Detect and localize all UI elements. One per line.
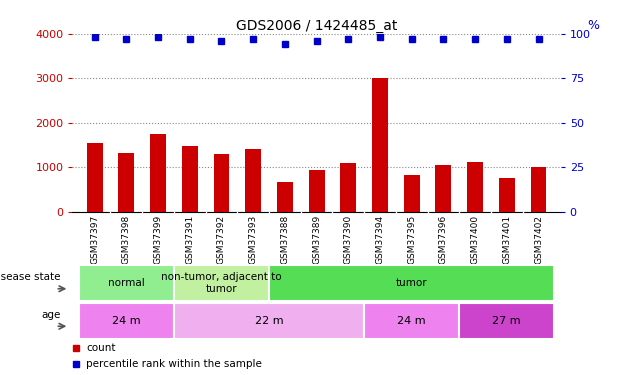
- Bar: [309, 170, 324, 212]
- Text: GSM37399: GSM37399: [154, 214, 163, 264]
- Text: GSM37390: GSM37390: [344, 214, 353, 264]
- Text: count: count: [86, 343, 116, 353]
- Text: GSM37400: GSM37400: [471, 214, 479, 264]
- Text: 22 m: 22 m: [255, 316, 284, 326]
- Text: 27 m: 27 m: [493, 316, 521, 326]
- Bar: [269, 265, 554, 301]
- Bar: [467, 162, 483, 212]
- Text: disease state: disease state: [0, 273, 61, 282]
- Text: age: age: [42, 310, 61, 320]
- Text: GSM37392: GSM37392: [217, 214, 226, 264]
- Bar: [530, 167, 546, 212]
- Text: GSM37402: GSM37402: [534, 214, 543, 264]
- Text: 24 m: 24 m: [112, 316, 140, 326]
- Bar: [435, 165, 451, 212]
- Text: GSM37397: GSM37397: [90, 214, 99, 264]
- Text: percentile rank within the sample: percentile rank within the sample: [86, 359, 262, 369]
- Bar: [499, 178, 515, 212]
- Bar: [340, 163, 356, 212]
- Text: GSM37393: GSM37393: [249, 214, 258, 264]
- Text: normal: normal: [108, 278, 145, 288]
- Bar: [174, 303, 364, 339]
- Text: GSM37401: GSM37401: [502, 214, 512, 264]
- Text: %: %: [588, 19, 600, 32]
- Bar: [404, 176, 420, 212]
- Bar: [79, 303, 174, 339]
- Text: GSM37396: GSM37396: [439, 214, 448, 264]
- Text: 24 m: 24 m: [398, 316, 426, 326]
- Text: non-tumor, adjacent to
tumor: non-tumor, adjacent to tumor: [161, 272, 282, 294]
- Bar: [277, 182, 293, 212]
- Bar: [214, 154, 229, 212]
- Bar: [459, 303, 554, 339]
- Bar: [364, 303, 459, 339]
- Bar: [182, 146, 198, 212]
- Text: GSM37389: GSM37389: [312, 214, 321, 264]
- Bar: [372, 78, 388, 212]
- Text: tumor: tumor: [396, 278, 428, 288]
- Text: GSM37391: GSM37391: [185, 214, 194, 264]
- Bar: [174, 265, 269, 301]
- Bar: [118, 153, 134, 212]
- Bar: [150, 134, 166, 212]
- Bar: [87, 143, 103, 212]
- Bar: [245, 148, 261, 212]
- Text: GSM37398: GSM37398: [122, 214, 131, 264]
- Text: GSM37388: GSM37388: [280, 214, 289, 264]
- Text: GSM37394: GSM37394: [375, 214, 384, 264]
- Text: GSM37395: GSM37395: [407, 214, 416, 264]
- Title: GDS2006 / 1424485_at: GDS2006 / 1424485_at: [236, 19, 398, 33]
- Bar: [79, 265, 174, 301]
